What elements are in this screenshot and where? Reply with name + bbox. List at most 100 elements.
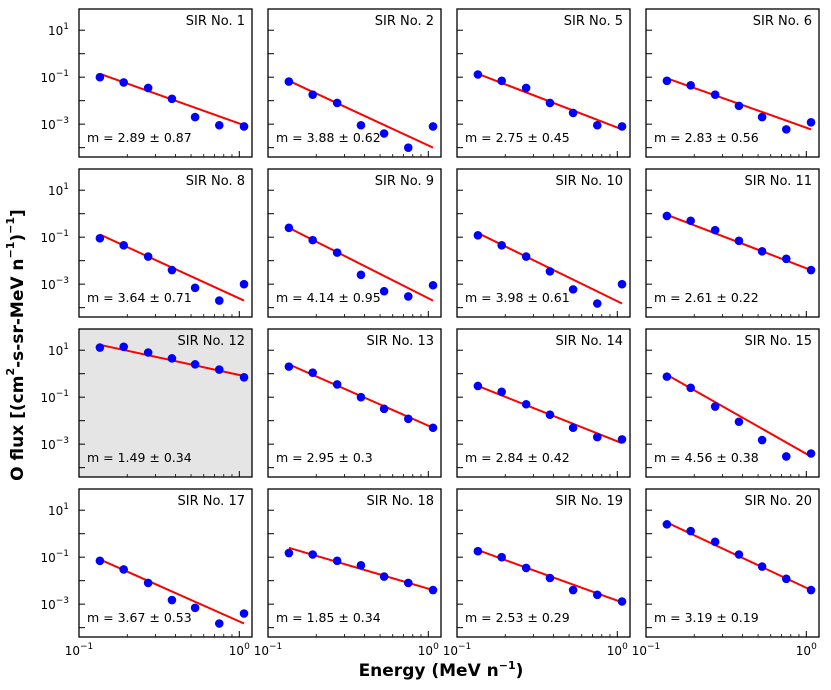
data-point: [308, 550, 317, 559]
x-tick-label: 100: [229, 642, 250, 658]
panel-title: SIR No. 10: [555, 174, 623, 189]
panel-background: [79, 9, 252, 157]
data-point: [356, 392, 366, 402]
y-tick-label: 10−1: [40, 549, 69, 565]
data-point: [284, 77, 294, 86]
data-point: [757, 562, 767, 571]
data-point: [686, 81, 695, 90]
data-point: [143, 83, 153, 93]
y-tick-label: 10−3: [40, 436, 69, 452]
data-point: [617, 279, 627, 289]
panel-frame: [267, 168, 442, 318]
panel-background: [268, 329, 441, 477]
panel-title: SIR No. 9: [375, 174, 434, 189]
panel-background: [646, 329, 819, 477]
y-tick-label: 10−3: [40, 596, 69, 612]
data-point: [545, 573, 555, 583]
panel-frame: [267, 328, 442, 478]
panel-sir-6: SIR No. 6 m = 2.83 ± 0.56: [645, 8, 820, 158]
data-point: [545, 98, 555, 108]
data-point: [806, 585, 816, 595]
data-point: [662, 76, 672, 86]
data-point: [428, 280, 438, 290]
data-point: [806, 265, 816, 275]
panel-title: SIR No. 15: [744, 334, 812, 349]
data-point: [239, 122, 249, 131]
data-point: [379, 404, 389, 414]
data-point: [190, 603, 200, 613]
data-point: [781, 452, 791, 461]
data-point: [617, 122, 627, 131]
data-point: [167, 354, 177, 363]
data-point: [568, 423, 578, 433]
data-point: [592, 590, 602, 600]
data-point: [167, 94, 177, 104]
panel-title: SIR No. 19: [555, 494, 623, 509]
data-point: [190, 112, 200, 122]
x-tick-label: 10−1: [254, 642, 283, 658]
data-point: [710, 402, 720, 411]
panel-frame: [456, 488, 631, 638]
data-point: [214, 296, 224, 305]
fit-slope-label: m = 2.53 ± 0.29: [465, 610, 570, 625]
data-point: [686, 526, 695, 536]
data-point: [521, 252, 531, 261]
data-point: [734, 550, 744, 559]
data-point: [781, 125, 791, 134]
panel-background: [646, 9, 819, 157]
data-point: [308, 90, 317, 99]
y-tick-label: 101: [48, 502, 69, 518]
y-tick-label: 101: [48, 182, 69, 198]
data-point: [119, 342, 128, 352]
panel-title: SIR No. 5: [564, 14, 623, 29]
panel-background: [646, 169, 819, 317]
panel-frame: [267, 8, 442, 158]
data-point: [356, 561, 366, 570]
data-point: [190, 360, 200, 369]
data-point: [545, 267, 555, 276]
y-tick-label: 101: [48, 22, 69, 38]
x-tick-label: 100: [418, 642, 439, 658]
fit-slope-label: m = 3.88 ± 0.62: [276, 130, 381, 145]
panel-frame: [645, 168, 820, 318]
panel-frame: [456, 328, 631, 478]
data-point: [781, 254, 791, 264]
data-point: [403, 143, 413, 152]
data-point: [95, 72, 105, 82]
data-point: [403, 292, 413, 301]
fit-slope-label: m = 1.85 ± 0.34: [276, 610, 381, 625]
y-tick-label: 10−1: [40, 389, 69, 405]
data-point: [592, 299, 602, 308]
panel-background: [79, 169, 252, 317]
panel-frame: [456, 8, 631, 158]
panel-title: SIR No. 14: [555, 334, 623, 349]
panel-background: [457, 329, 630, 477]
fit-slope-label: m = 3.19 ± 0.19: [654, 610, 759, 625]
panel-sir-10: SIR No. 10 m = 3.98 ± 0.61: [456, 168, 631, 318]
data-point: [95, 233, 105, 243]
data-point: [119, 565, 128, 574]
panel-background: [268, 169, 441, 317]
fit-slope-label: m = 2.89 ± 0.87: [87, 130, 192, 145]
data-point: [497, 76, 506, 86]
data-point: [806, 118, 816, 127]
panel-sir-17: SIR No. 17 m = 3.67 ± 0.53 101 10−1 10−3 10−1…: [40, 488, 253, 658]
data-point: [214, 365, 224, 374]
panel-frame: [78, 328, 253, 478]
panel-title: SIR No. 2: [375, 14, 434, 29]
data-point: [473, 70, 483, 79]
x-tick-label: 100: [796, 642, 817, 658]
panel-title: SIR No. 11: [744, 174, 812, 189]
data-point: [284, 362, 294, 371]
fit-slope-label: m = 2.95 ± 0.3: [276, 450, 373, 465]
panel-sir-2: SIR No. 2 m = 3.88 ± 0.62: [267, 8, 442, 158]
data-point: [95, 343, 105, 352]
data-point: [332, 248, 342, 257]
panel-frame: [645, 328, 820, 478]
fit-slope-label: m = 4.56 ± 0.38: [654, 450, 759, 465]
panel-sir-8: SIR No. 8 m = 3.64 ± 0.71 101 10−1 10−3: [40, 168, 253, 318]
panel-background: [646, 489, 819, 637]
panel-sir-14: SIR No. 14 m = 2.84 ± 0.42: [456, 328, 631, 478]
